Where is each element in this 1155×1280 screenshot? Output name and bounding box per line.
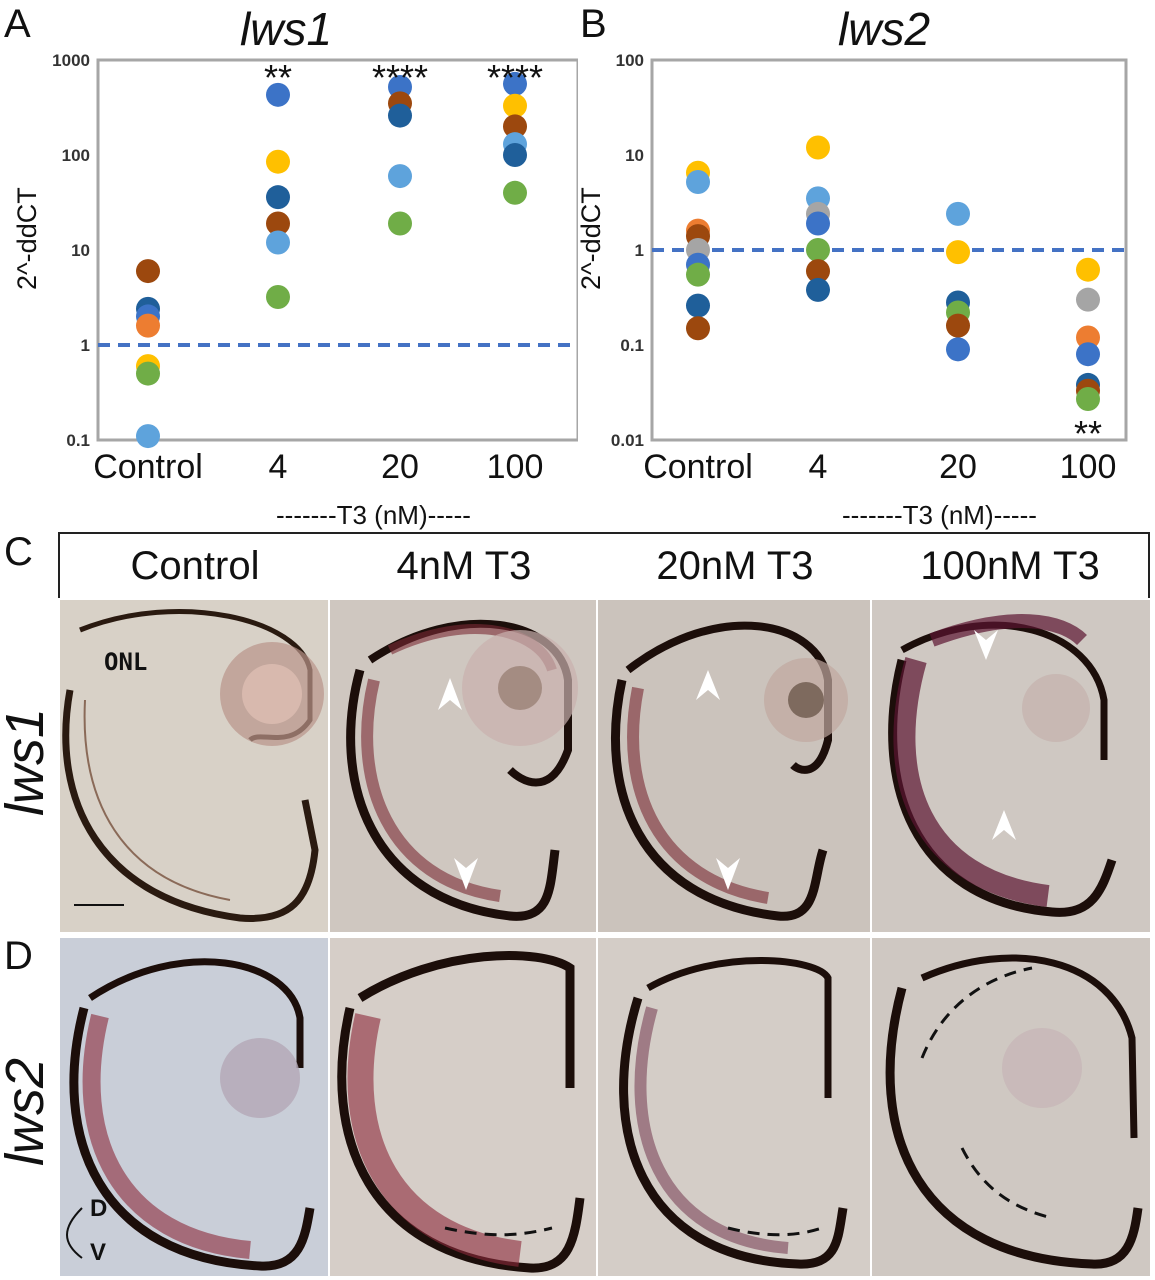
significance-marker: **** xyxy=(487,57,543,98)
y-tick-label: 100 xyxy=(616,51,644,70)
micrograph-lws1-100nm xyxy=(872,600,1150,932)
y-tick-label: 0.1 xyxy=(620,336,644,355)
column-header-4nm: 4nM T3 xyxy=(396,543,532,588)
panel-title-a: lws1 xyxy=(240,3,333,55)
plot-frame xyxy=(96,58,578,442)
data-point xyxy=(266,149,290,174)
data-point xyxy=(388,211,412,236)
data-point xyxy=(686,316,710,341)
data-point xyxy=(1076,325,1100,350)
micrograph-lws2-20nm xyxy=(598,938,870,1276)
micrograph-lws2-100nm xyxy=(872,938,1150,1276)
ventral-label: V xyxy=(90,1239,106,1266)
data-point xyxy=(388,103,412,128)
x-tick-label: 4 xyxy=(809,448,828,486)
y-tick-label: 100 xyxy=(62,146,90,165)
column-header-20nm: 20nM T3 xyxy=(656,543,814,588)
data-point xyxy=(136,259,160,284)
y-tick-label: 1 xyxy=(81,336,90,355)
data-point xyxy=(503,93,527,118)
data-point xyxy=(686,262,710,287)
x-tick-label: Control xyxy=(93,448,203,486)
data-point xyxy=(136,424,160,449)
column-header-control: Control xyxy=(130,543,260,588)
data-point xyxy=(266,285,290,310)
panel-letter-d: D xyxy=(4,934,33,978)
data-point xyxy=(136,313,160,338)
micrograph-lws1-control: ONL xyxy=(60,600,328,932)
y-tick-label: 10 xyxy=(71,241,90,260)
x-tick-label: 20 xyxy=(381,448,419,486)
dorsal-label: D xyxy=(90,1195,107,1222)
data-point xyxy=(388,164,412,189)
data-point xyxy=(503,143,527,167)
data-point xyxy=(686,169,710,194)
t3-axis-label-a: -------T3 (nM)----- xyxy=(276,500,471,530)
significance-marker: ** xyxy=(264,57,292,98)
data-point xyxy=(946,337,970,362)
column-header-bar: Control 4nM T3 20nM T3 100nM T3 xyxy=(58,532,1150,598)
y-tick-label: 1 xyxy=(635,241,644,260)
data-point xyxy=(806,238,830,262)
data-point xyxy=(806,277,830,302)
x-tick-label: Control xyxy=(643,448,753,486)
column-header-100nm: 100nM T3 xyxy=(920,543,1100,588)
panel-letter-a: A xyxy=(4,2,31,46)
micrograph-lws1-4nm xyxy=(330,600,596,932)
panel-title-b: lws2 xyxy=(838,3,931,55)
data-point xyxy=(1076,287,1100,312)
data-point xyxy=(1076,342,1100,367)
x-tick-label: 100 xyxy=(1060,448,1117,486)
micrograph-lws2-4nm xyxy=(330,938,596,1276)
y-tick-label: 0.1 xyxy=(66,431,90,450)
data-point xyxy=(946,201,970,226)
significance-marker: **** xyxy=(372,57,428,98)
data-point xyxy=(136,361,160,386)
y-axis-label: 2^-ddCT xyxy=(12,187,42,290)
onl-label: ONL xyxy=(104,648,148,676)
x-tick-label: 100 xyxy=(487,448,544,486)
data-point xyxy=(503,71,527,96)
micrograph-lws2-control: D V xyxy=(60,938,328,1276)
data-point xyxy=(266,230,290,255)
data-point xyxy=(1076,257,1100,282)
data-point xyxy=(503,114,527,139)
data-point xyxy=(806,135,830,160)
y-tick-label: 1000 xyxy=(52,51,90,70)
panel-letter-c: C xyxy=(4,530,33,574)
data-point xyxy=(266,211,290,236)
x-tick-label: 20 xyxy=(939,448,977,486)
x-tick-label: 4 xyxy=(269,448,288,486)
row-label-lws1: lws1 xyxy=(0,707,55,817)
y-tick-label: 0.01 xyxy=(611,431,644,450)
data-point xyxy=(946,240,970,265)
data-point xyxy=(266,82,290,107)
t3-axis-label-b: -------T3 (nM)----- xyxy=(842,500,1037,530)
data-point xyxy=(946,313,970,338)
panel-letter-b: B xyxy=(580,2,607,46)
data-point xyxy=(686,293,710,318)
y-tick-label: 10 xyxy=(625,146,644,165)
data-point xyxy=(503,180,527,205)
y-axis-label: 2^-ddCT xyxy=(578,187,606,290)
data-point xyxy=(1076,387,1100,412)
data-point xyxy=(806,259,830,284)
row-label-lws2: lws2 xyxy=(0,1057,55,1167)
data-point xyxy=(266,185,290,210)
micrograph-lws1-20nm xyxy=(598,600,870,932)
significance-marker: ** xyxy=(1074,413,1102,454)
data-point xyxy=(806,211,830,236)
